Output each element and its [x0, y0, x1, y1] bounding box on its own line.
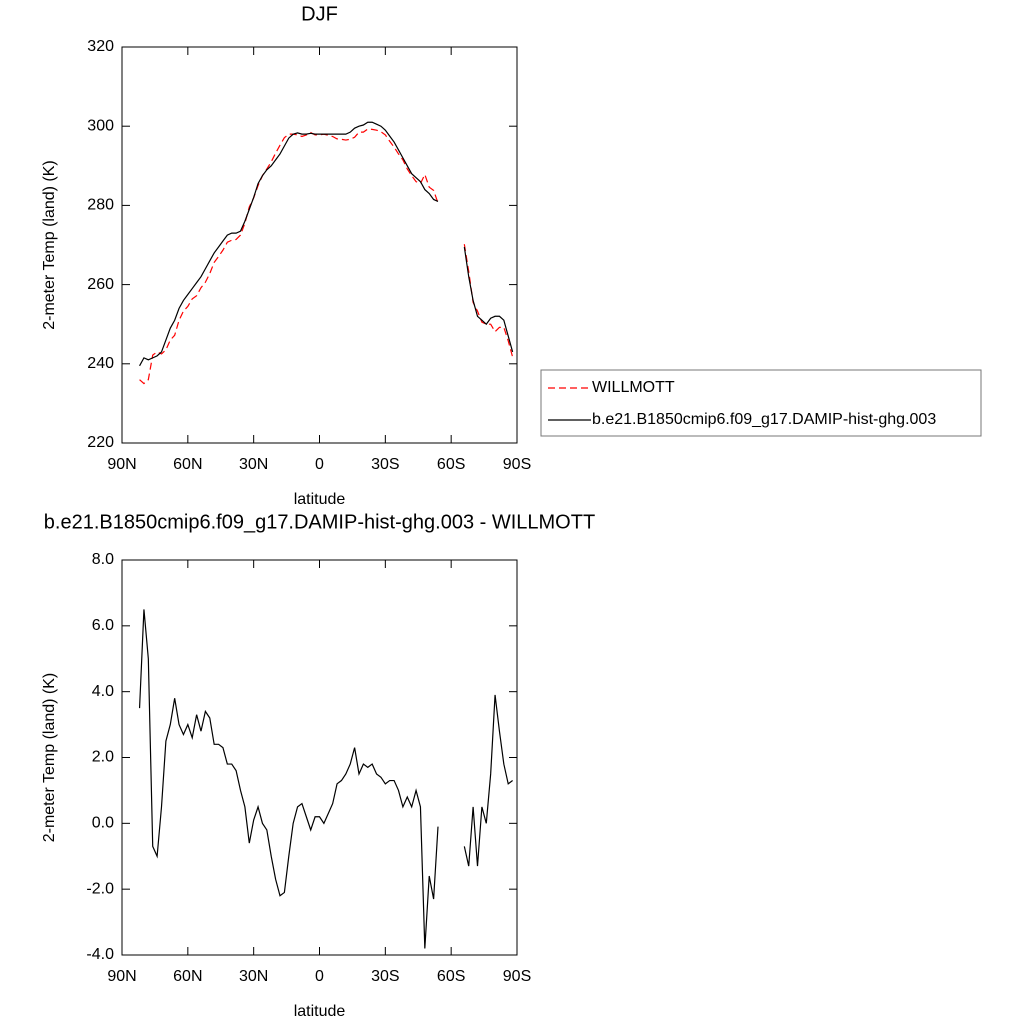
- data-line: [138, 609, 513, 949]
- data-line: [139, 121, 514, 367]
- y-tick-label: 8.0: [92, 551, 114, 568]
- x-tick-label: 90N: [107, 968, 136, 985]
- x-tick-label: 60S: [437, 456, 465, 473]
- legend-label: WILLMOTT: [592, 379, 675, 396]
- x-tick-label: 0: [315, 968, 324, 985]
- x-tick-label: 30N: [239, 968, 268, 985]
- y-tick-label: -2.0: [86, 880, 114, 897]
- y-tick-label: 300: [87, 117, 114, 134]
- y-tick-label: 220: [87, 434, 114, 451]
- x-axis-label: latitude: [294, 491, 346, 508]
- y-tick-label: 280: [87, 197, 114, 214]
- y-tick-label: 260: [87, 276, 114, 293]
- chart-title: b.e21.B1850cmip6.f09_g17.DAMIP-hist-ghg.…: [44, 511, 595, 533]
- plot: DJF 220 240 260 280 300 320 90N 60N 30N 0 30S 60S 90S…: [41, 3, 982, 508]
- data-line: [139, 128, 514, 385]
- y-axis-label: 2-meter Temp (land) (K): [41, 673, 58, 843]
- legend: WILLMOTT b.e21.B1850cmip6.f09_g17.DAMIP-h…: [540, 369, 982, 437]
- y-tick-label: -4.0: [86, 946, 114, 963]
- x-tick-label: 30S: [371, 456, 399, 473]
- y-axis-label: 2-meter Temp (land) (K): [41, 160, 58, 330]
- y-tick-label: 2.0: [92, 749, 114, 766]
- x-tick-label: 90S: [503, 456, 531, 473]
- x-tick-label: 30S: [371, 968, 399, 985]
- y-tick-label: 4.0: [92, 683, 114, 700]
- plot-frame: [121, 46, 518, 444]
- plot-frame: [121, 559, 518, 956]
- chart-title: DJF: [301, 3, 338, 25]
- x-tick-label: 0: [315, 456, 324, 473]
- x-tick-label: 30N: [239, 456, 268, 473]
- y-tick-label: 6.0: [92, 617, 114, 634]
- x-tick-label: 60N: [173, 456, 202, 473]
- legend-label: b.e21.B1850cmip6.f09_g17.DAMIP-hist-ghg.…: [592, 411, 936, 428]
- x-tick-label: 60S: [437, 968, 465, 985]
- y-tick-label: 240: [87, 355, 114, 372]
- plot: b.e21.B1850cmip6.f09_g17.DAMIP-hist-ghg.…: [41, 511, 595, 1020]
- x-tick-label: 90S: [503, 968, 531, 985]
- x-axis-label: latitude: [294, 1003, 346, 1020]
- x-tick-label: 60N: [173, 968, 202, 985]
- y-tick-label: 320: [87, 38, 114, 55]
- legend-frame: [540, 369, 982, 437]
- y-tick-label: 0.0: [92, 815, 114, 832]
- x-tick-label: 90N: [107, 456, 136, 473]
